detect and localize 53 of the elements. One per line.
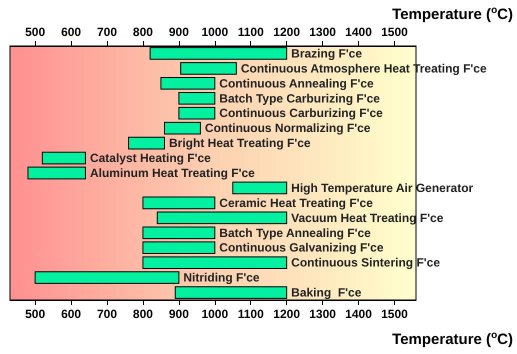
- bar: [34, 271, 180, 284]
- y-tick-label: Continuous Annealing F'ce: [219, 76, 374, 90]
- x2-tick-label: 500: [25, 307, 46, 321]
- bar: [180, 62, 237, 75]
- bar: [232, 182, 288, 194]
- y-tick-label: Continuous Carburizing F'ce: [219, 106, 384, 120]
- x2-tick-label: 1400: [345, 307, 372, 321]
- x2-tick-label: 800: [132, 307, 154, 321]
- bar: [160, 77, 216, 90]
- x2-tick-label: 1500: [381, 307, 408, 321]
- bar: [156, 211, 288, 224]
- x2-tick-label: 1000: [201, 307, 228, 321]
- x2-tick-label: 900: [168, 307, 190, 321]
- x2-axis-title: Temperature ($^{o}$C): [392, 4, 513, 23]
- x-tick-label: 600: [61, 25, 82, 39]
- bar: [42, 152, 86, 164]
- x-tick-label: 1500: [381, 25, 408, 39]
- bar: [178, 106, 216, 120]
- x-tick-label: 1100: [238, 25, 264, 39]
- x-tick-label: 1200: [273, 25, 300, 39]
- y-tick-label: Batch Type Annealing F'ce: [219, 226, 372, 240]
- y-tick-label: Nitriding F'ce: [183, 270, 260, 285]
- bar: [142, 256, 288, 269]
- x2-tick-label: 1100: [238, 307, 264, 321]
- y-tick-label: Continuous Galvanizing F'ce: [219, 240, 384, 255]
- x-tick-label: 1000: [201, 25, 228, 39]
- x-tick-label: 900: [168, 25, 190, 39]
- y-tick-label: Baking F'ce: [291, 286, 362, 300]
- y-tick-label: Continuous Sintering F'ce: [291, 256, 440, 270]
- y-tick-label: Brazing F'ce: [291, 46, 362, 60]
- bar: [128, 136, 165, 150]
- x2-tick-label: 700: [96, 307, 118, 321]
- bar: [142, 226, 216, 240]
- x-tick-label: 1400: [345, 25, 372, 39]
- bar: [178, 92, 216, 105]
- y-tick-label: Bright Heat Treating F'ce: [168, 136, 311, 150]
- y-tick-label: Aluminum Heat Treating F'ce: [90, 166, 256, 180]
- x-tick-label: 1300: [309, 25, 336, 39]
- x-tick-label: 500: [25, 25, 46, 39]
- x-axis-title: Temperature ($^{o}$C): [392, 329, 513, 348]
- bar: [164, 122, 201, 135]
- x2-tick-label: 600: [61, 307, 82, 321]
- y-tick-label: Ceramic Heat Treating F'ce: [219, 196, 374, 210]
- x2-tick-label: 1300: [309, 307, 336, 321]
- x-tick-label: 800: [132, 25, 154, 39]
- y-tick-label: Continuous Normalizing F'ce: [204, 121, 371, 136]
- y-tick-label: Catalyst Heating F'ce: [90, 151, 212, 166]
- x-tick-label: 700: [96, 25, 118, 39]
- y-tick-label: Batch Type Carburizing F'ce: [219, 91, 380, 106]
- bar: [142, 196, 216, 210]
- x2-tick-label: 1200: [273, 307, 300, 321]
- bar: [142, 241, 216, 254]
- bar: [27, 166, 86, 180]
